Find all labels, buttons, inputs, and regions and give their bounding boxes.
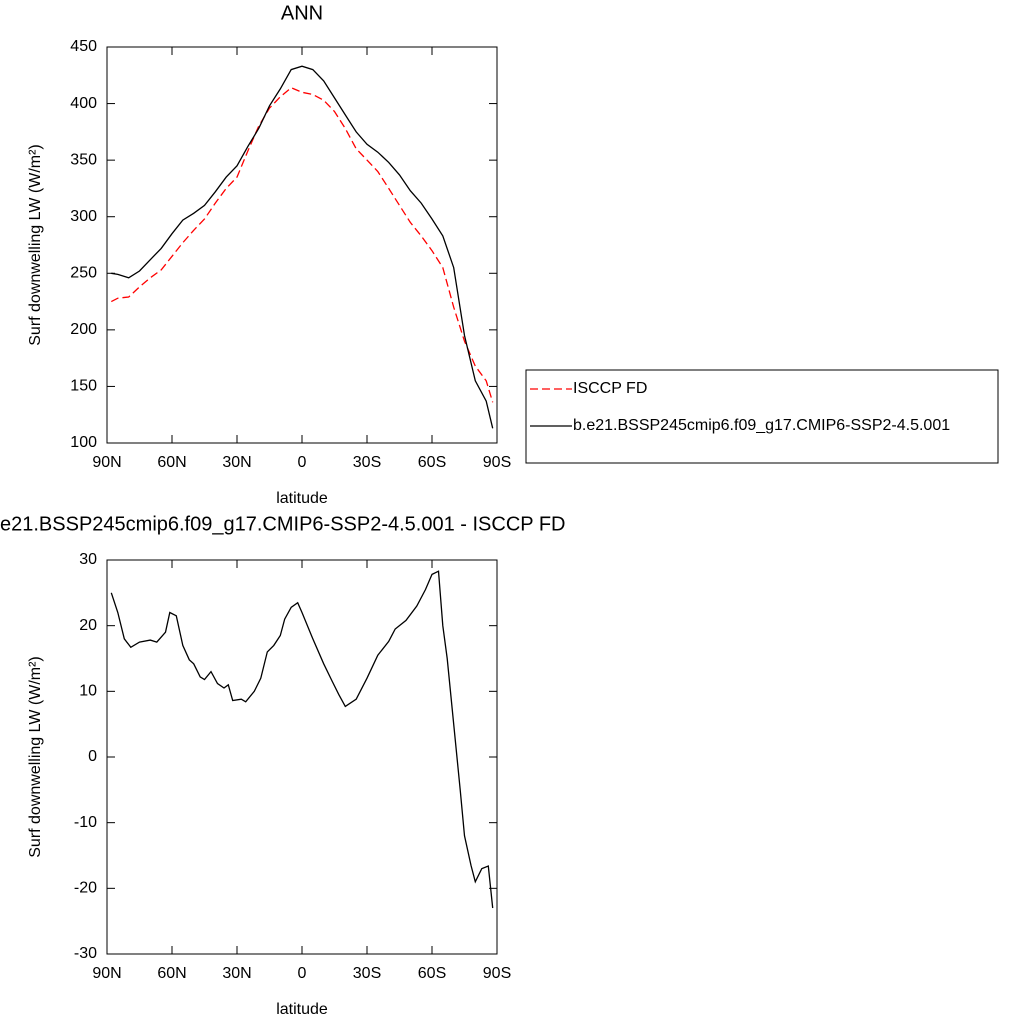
- x-tick-label: 60N: [157, 454, 186, 471]
- x-tick-label: 30S: [353, 454, 381, 471]
- y-tick-label: 100: [70, 434, 97, 451]
- x-axis-label: latitude: [276, 490, 328, 507]
- y-tick-label: 300: [70, 208, 97, 225]
- legend-label: b.e21.BSSP245cmip6.f09_g17.CMIP6-SSP2-4.…: [573, 417, 950, 434]
- y-tick-label: 400: [70, 95, 97, 112]
- chart-title: ANN: [281, 2, 323, 24]
- x-tick-label: 90N: [92, 965, 121, 982]
- data-line: [111, 65, 494, 429]
- y-tick-label: 0: [88, 748, 97, 765]
- y-tick-label: -30: [74, 945, 97, 962]
- x-tick-label: 60N: [157, 965, 186, 982]
- y-tick-label: 20: [79, 617, 97, 634]
- data-line: [110, 86, 494, 403]
- x-tick-label: 90N: [92, 454, 121, 471]
- y-tick-label: -10: [74, 814, 97, 831]
- x-tick-label: 60S: [418, 454, 446, 471]
- chart-title: e21.BSSP245cmip6.f09_g17.CMIP6-SSP2-4.5.…: [0, 513, 565, 535]
- data-line: [110, 570, 494, 909]
- y-tick-label: -20: [74, 880, 97, 897]
- plot-frame: [106, 46, 498, 444]
- y-axis-label: Surf downwelling LW (W/m²): [27, 656, 44, 858]
- x-tick-label: 30S: [353, 965, 381, 982]
- x-tick-label: 90S: [483, 454, 511, 471]
- plot-frame: [106, 559, 498, 955]
- x-tick-label: 90S: [483, 965, 511, 982]
- y-tick-label: 30: [79, 551, 97, 568]
- legend-box: [525, 369, 999, 464]
- y-tick-label: 450: [70, 38, 97, 55]
- legend-label: ISCCP FD: [573, 380, 647, 397]
- x-tick-label: 0: [298, 454, 307, 471]
- x-tick-label: 0: [298, 965, 307, 982]
- x-axis-label: latitude: [276, 1001, 328, 1018]
- y-tick-label: 200: [70, 321, 97, 338]
- x-tick-label: 30N: [222, 965, 251, 982]
- x-tick-label: 60S: [418, 965, 446, 982]
- y-tick-label: 150: [70, 378, 97, 395]
- y-axis-label: Surf downwelling LW (W/m²): [27, 144, 44, 346]
- y-tick-label: 350: [70, 151, 97, 168]
- y-tick-label: 10: [79, 683, 97, 700]
- x-tick-label: 30N: [222, 454, 251, 471]
- y-tick-label: 250: [70, 265, 97, 282]
